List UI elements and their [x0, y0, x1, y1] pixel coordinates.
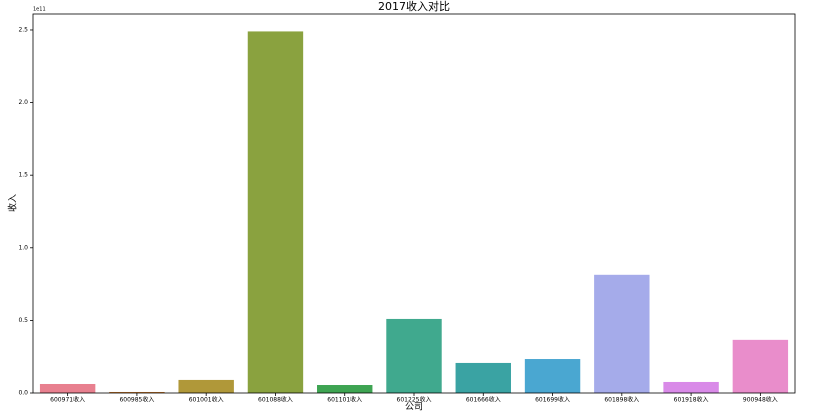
plot-frame	[32, 13, 796, 394]
bar	[39, 383, 96, 393]
y-offset-label: 1e11	[33, 7, 46, 13]
x-tick-label: 601225收入	[397, 396, 432, 404]
bar	[455, 362, 511, 393]
y-tick-label: 0.0	[18, 390, 28, 397]
x-tick-label: 601898收入	[604, 396, 639, 404]
x-tick-label: 601001收入	[189, 396, 224, 404]
bar	[386, 318, 442, 393]
x-tick-label: 601666收入	[466, 396, 501, 404]
bar	[594, 274, 650, 393]
y-tick-label: 0.5	[18, 317, 28, 324]
x-tick-label: 601918收入	[674, 396, 709, 404]
bar	[732, 339, 789, 393]
x-axis-label: 公司	[405, 402, 423, 413]
y-tick-label: 2.5	[18, 26, 28, 33]
x-tick-label: 601101收入	[327, 396, 362, 404]
chart-title: 2017收入对比	[378, 0, 450, 13]
bar	[317, 385, 373, 393]
y-tick-label: 1.5	[18, 172, 28, 179]
y-tick-label: 1.0	[18, 244, 28, 251]
x-tick-label: 600985收入	[119, 396, 154, 404]
bar	[524, 359, 581, 393]
y-axis-label: 收入	[7, 194, 19, 212]
x-tick-label: 601088收入	[258, 396, 293, 404]
x-tick-label: 601699收入	[535, 396, 570, 404]
y-tick-label: 2.0	[18, 99, 28, 106]
bar	[109, 391, 165, 393]
bar	[178, 379, 234, 393]
bar	[663, 381, 719, 393]
bar	[247, 31, 304, 393]
x-tick-label: 900948收入	[743, 396, 778, 404]
x-tick-label: 600971收入	[50, 396, 85, 404]
